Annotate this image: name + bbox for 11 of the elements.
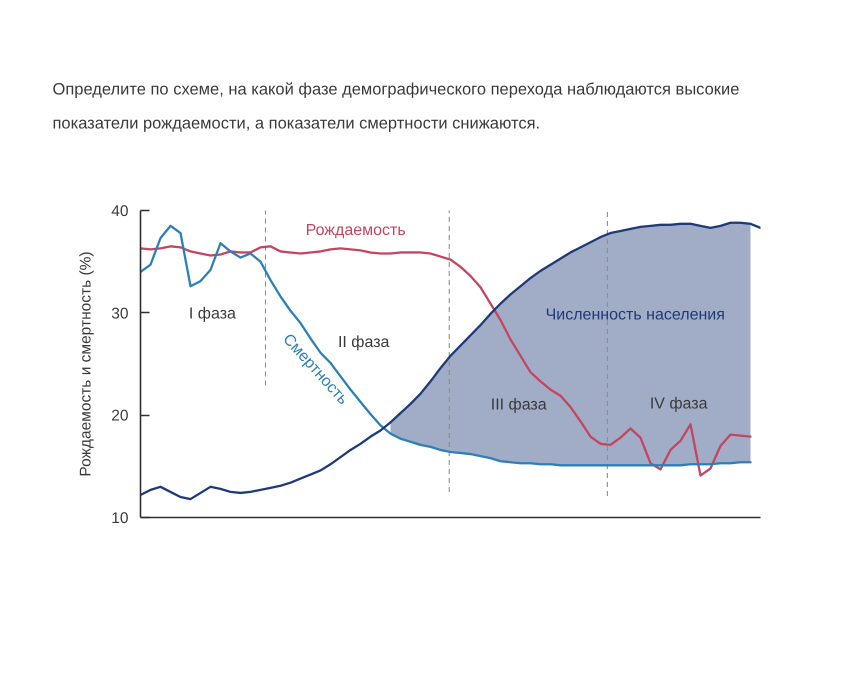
- series-label: Численность населения: [546, 306, 725, 324]
- annotation: III фаза: [490, 396, 547, 414]
- annotation: I фаза: [188, 305, 236, 322]
- chart-title: Определите по схеме, на какой фазе демографического перехода наблюдаются высокие показатели рождаемости, а показатели смертности снижаются.: [52, 80, 740, 132]
- series-label: Рождаемость: [306, 222, 406, 240]
- annotation: IV фаза: [650, 395, 708, 412]
- y-tick-label: 30: [111, 305, 129, 322]
- y-tick-label: 40: [111, 203, 129, 220]
- y-tick-label: 20: [111, 408, 129, 425]
- y-axis-title: Рождаемость и смертность (%): [77, 251, 94, 477]
- y-tick-label: 10: [111, 510, 129, 527]
